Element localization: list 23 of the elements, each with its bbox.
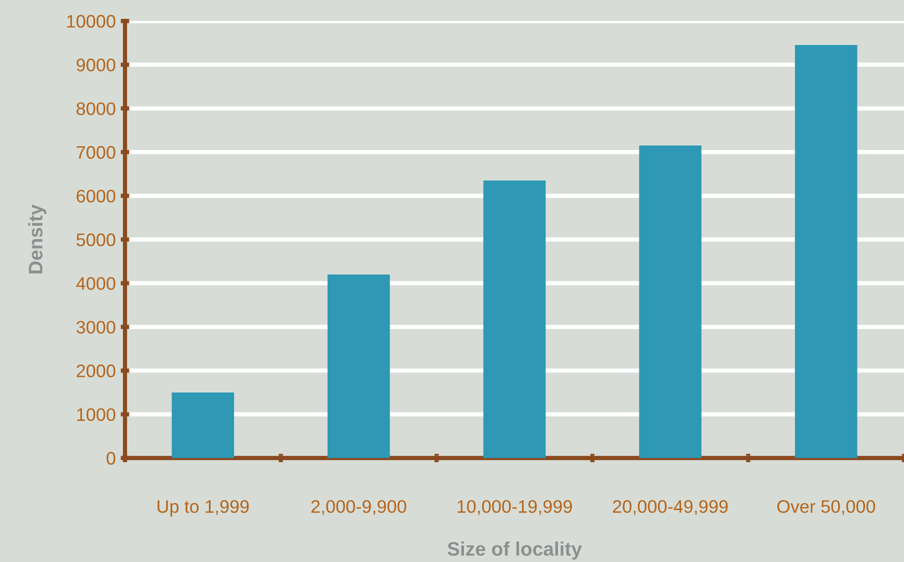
bar [639,146,702,458]
y-tick-label: 4000 [76,277,116,290]
y-axis-title: Density [28,204,46,274]
bar [794,45,858,458]
x-tick-label: 2,000-9,900 [311,500,406,516]
y-tick-label: 8000 [76,102,116,116]
y-tick-label: 6000 [76,190,116,203]
y-tick-label: 0 [106,452,116,465]
bar [172,392,234,458]
y-tick-label: 10000 [67,14,116,28]
x-tick-label: 20,000-49,999 [612,500,728,516]
bar [483,180,546,458]
x-tick-label: 10,000-19,999 [458,500,572,516]
y-tick-label: 2000 [76,364,116,378]
y-tick-label: 1000 [77,408,116,422]
bar [328,274,390,458]
y-tick-label: 3000 [76,320,116,334]
y-tick-label: 5000 [76,233,116,246]
y-tick-label: 7000 [76,146,116,159]
x-tick-label: Up to 1,999 [158,500,249,516]
x-axis-title: Size of locality [448,542,582,560]
x-tick-label: Over 50,000 [777,500,876,516]
y-tick-label: 9000 [76,58,116,72]
